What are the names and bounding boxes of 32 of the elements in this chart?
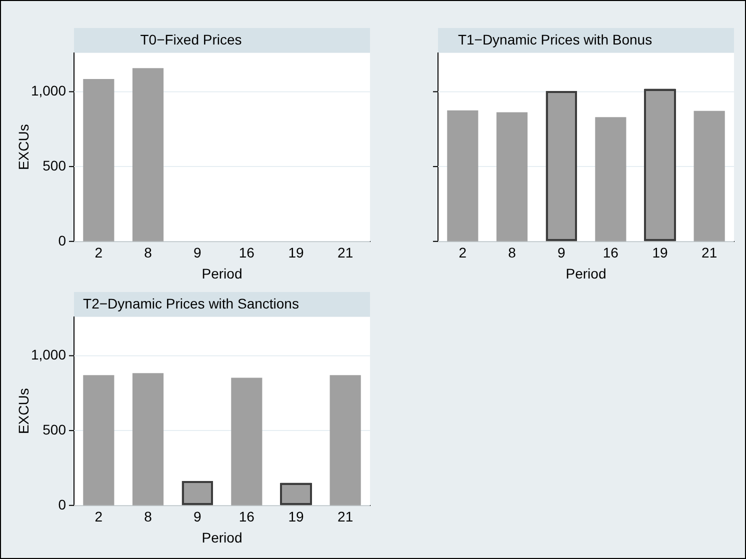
y-axis-title: EXCUs [15,124,32,170]
x-tick-label: 8 [144,244,152,261]
y-tick-label: 0 [58,496,66,512]
x-tick-label: 19 [288,244,304,261]
x-tick-label: 19 [288,508,304,525]
x-tick-label: 16 [238,508,255,525]
y-tick-label: 0 [58,232,66,248]
y-tick-label: 1,000 [30,82,66,99]
x-axis-title: Period [202,265,242,282]
x-tick-label: 21 [702,244,718,261]
x-tick-label: 19 [652,244,668,261]
x-axis-title: Period [202,529,242,546]
chart-title: T1−Dynamic Prices with Bonus [458,31,652,48]
x-tick-label: 9 [557,244,566,261]
y-tick-label: 500 [42,421,66,438]
x-tick-label: 9 [193,508,202,525]
y-axis-title: EXCUs [15,388,32,434]
x-axis-title: Period [566,265,606,282]
x-tick-label: 8 [508,244,516,261]
x-tick-label: 21 [338,508,354,525]
x-tick-label: 16 [238,244,255,261]
y-tick-label: 500 [42,157,66,174]
chart-title: T0−Fixed Prices [140,31,242,48]
x-tick-label: 8 [144,508,152,525]
x-tick-label: 2 [94,244,103,261]
x-tick-label: 2 [94,508,103,525]
y-tick-label: 1,000 [30,346,66,363]
x-tick-label: 9 [193,244,202,261]
chart-title: T2−Dynamic Prices with Sanctions [83,295,299,312]
x-tick-label: 2 [458,244,467,261]
x-tick-label: 21 [338,244,354,261]
x-tick-label: 16 [602,244,619,261]
